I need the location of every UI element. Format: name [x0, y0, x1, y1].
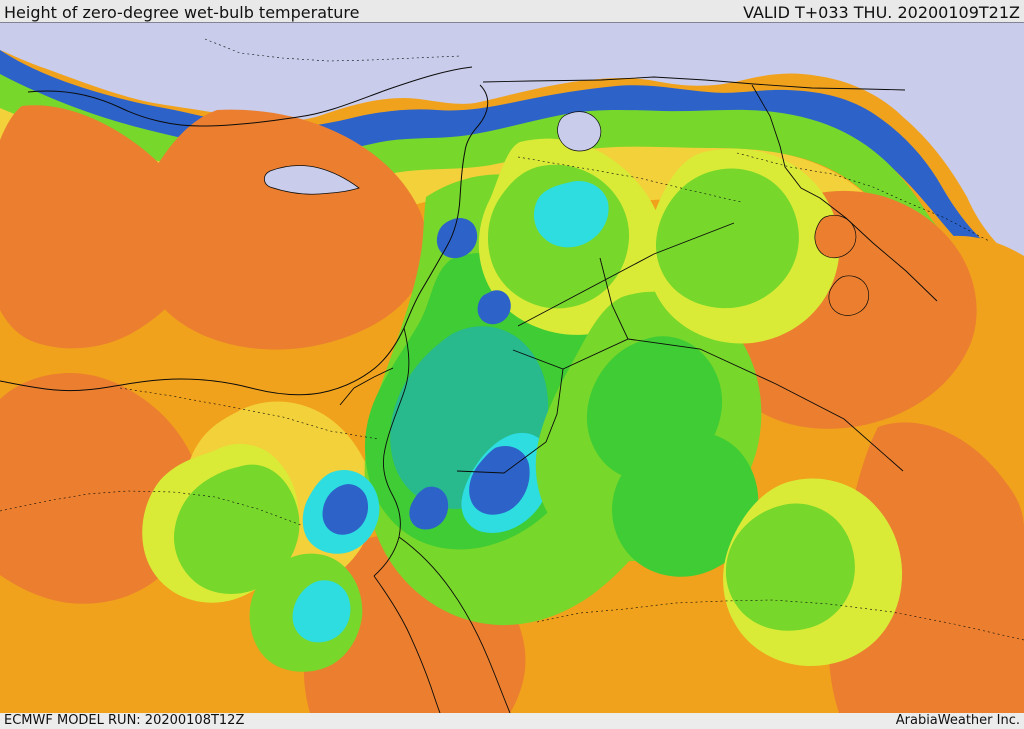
northern-coastline: [27, 66, 473, 127]
egypt-coastline: [0, 378, 252, 392]
southeast-green: [725, 503, 855, 631]
north-lake: [557, 111, 602, 152]
southeast-deep-orange: [828, 422, 1024, 713]
iraq-lake-b: [828, 275, 870, 316]
lebanon-blue: [436, 217, 478, 259]
sinai-border: [339, 367, 394, 406]
syria-cyan: [533, 181, 609, 248]
sinai-blue: [322, 484, 369, 535]
northeast-green: [655, 168, 799, 309]
model-run-label: ECMWF MODEL RUN: 20200108T12Z: [4, 713, 245, 728]
map-title: Height of zero-degree wet-bulb temperatu…: [4, 3, 360, 22]
map-header: Height of zero-degree wet-bulb temperatu…: [0, 0, 1024, 22]
iran-iraq-border: [751, 84, 938, 302]
sudan-cyan: [292, 580, 351, 643]
forecast-map-svg: [0, 22, 1024, 713]
arabia-bright-green-south: [612, 431, 759, 577]
tabuk-blue: [409, 486, 449, 530]
golan-blue: [477, 290, 511, 325]
upper-lavender-zone: [0, 22, 1024, 267]
iraq-saudi-border: [627, 338, 904, 472]
credit-label: ArabiaWeather Inc.: [895, 713, 1020, 728]
levant-coastline: [250, 84, 489, 396]
syria-iraq-border: [517, 222, 735, 327]
upper-green-band: [0, 74, 1024, 344]
egypt-dotted-line: [119, 387, 379, 440]
forecast-map: [0, 22, 1024, 713]
jordan-saudi-border: [456, 368, 564, 474]
central-deep-orange: [135, 109, 428, 350]
cyprus-outline: [263, 165, 360, 195]
valid-time: VALID T+033 THU. 20200109T21Z: [743, 3, 1020, 22]
egypt-green: [173, 464, 300, 594]
sinai-coast: [373, 327, 410, 577]
jordan-blue: [469, 445, 530, 515]
saudi-dotted-line: [536, 599, 1024, 641]
red-sea-east-coast: [398, 536, 511, 713]
turkey-border: [482, 76, 906, 91]
map-footer: ECMWF MODEL RUN: 20200108T12Z ArabiaWeat…: [0, 713, 1024, 729]
red-sea-west-coast: [373, 575, 441, 713]
iraq-dotted-line: [736, 152, 990, 242]
anatolia-dotted-line: [204, 38, 461, 62]
